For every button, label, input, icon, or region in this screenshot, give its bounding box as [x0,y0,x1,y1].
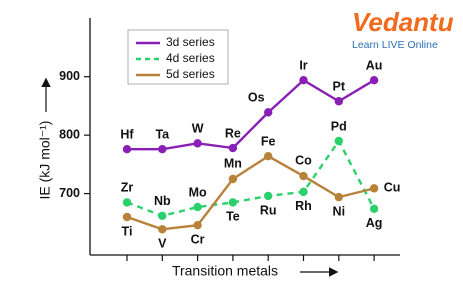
point-label: Ta [155,127,170,141]
data-point [193,202,202,212]
point-label: Ni [333,204,346,218]
data-point [299,76,308,85]
point-label: Ti [122,224,133,238]
point-label: Ru [260,203,277,217]
data-point [122,198,132,207]
data-point [369,184,379,193]
point-label: Cr [191,232,205,246]
point-label: W [192,122,204,136]
y-tick-label: 800 [59,127,80,141]
data-point [264,152,273,161]
data-point [228,143,238,153]
point-label: Zr [121,181,134,195]
y-axis-title: IE (kJ mol⁻¹) [37,121,53,200]
series-line [126,154,375,231]
point-label: Fe [261,135,276,149]
legend-label: 3d series [166,35,215,49]
point-label: Ag [366,216,383,230]
data-point [228,198,238,207]
point-label: Os [248,91,265,105]
data-point [264,108,273,117]
data-point [228,174,238,184]
data-point [158,225,167,234]
series-line [126,138,376,218]
data-point [369,204,379,214]
logo-name: Vedantu [352,7,454,37]
point-label: Co [295,153,312,167]
point-label: Pt [333,80,346,94]
data-point [334,192,343,202]
data-point [369,76,379,85]
point-label: Mo [189,185,207,199]
data-point [158,211,167,221]
point-label: Hf [120,127,134,141]
data-point [299,171,308,181]
data-point [158,144,167,154]
data-point [193,139,202,148]
data-point [299,187,308,197]
point-label: Mn [224,156,242,170]
point-label: V [158,237,167,251]
point-label: Cu [384,181,401,195]
point-label: Ir [299,59,307,73]
point-label: Te [226,210,240,224]
point-label: Rh [295,199,312,213]
legend-label: 4d series [166,51,215,65]
point-label: Pd [331,119,347,133]
point-label: Au [366,59,383,73]
data-point [264,191,273,201]
data-point [122,144,132,154]
data-point [122,212,132,222]
data-point [334,136,343,146]
series-line [127,78,375,151]
point-label: Nb [154,194,171,208]
y-tick-label: 900 [59,69,80,83]
y-tick-label: 700 [59,186,80,200]
x-axis-title: Transition metals [172,263,278,279]
point-label: Re [225,126,241,140]
logo-tagline: Learn LIVE Online [352,39,438,51]
data-point [334,97,343,106]
data-point [193,220,202,230]
legend-label: 5d series [166,67,215,81]
